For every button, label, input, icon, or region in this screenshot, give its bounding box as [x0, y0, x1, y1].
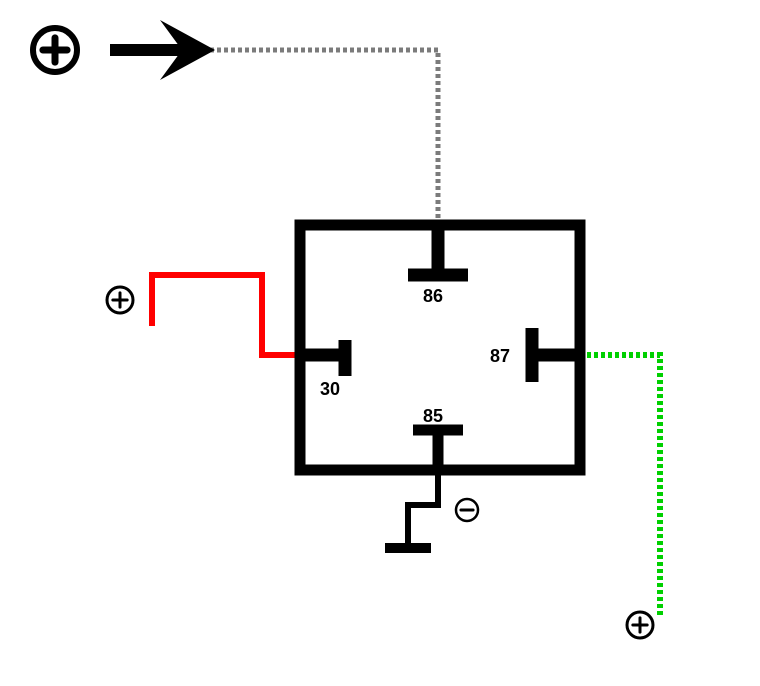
pin-label-85: 85 [423, 406, 443, 426]
pin-label-30: 30 [320, 379, 340, 399]
relay-wiring-diagram: 86 85 30 87 [0, 0, 760, 686]
pin-label-87: 87 [490, 346, 510, 366]
pin-label-86: 86 [423, 286, 443, 306]
